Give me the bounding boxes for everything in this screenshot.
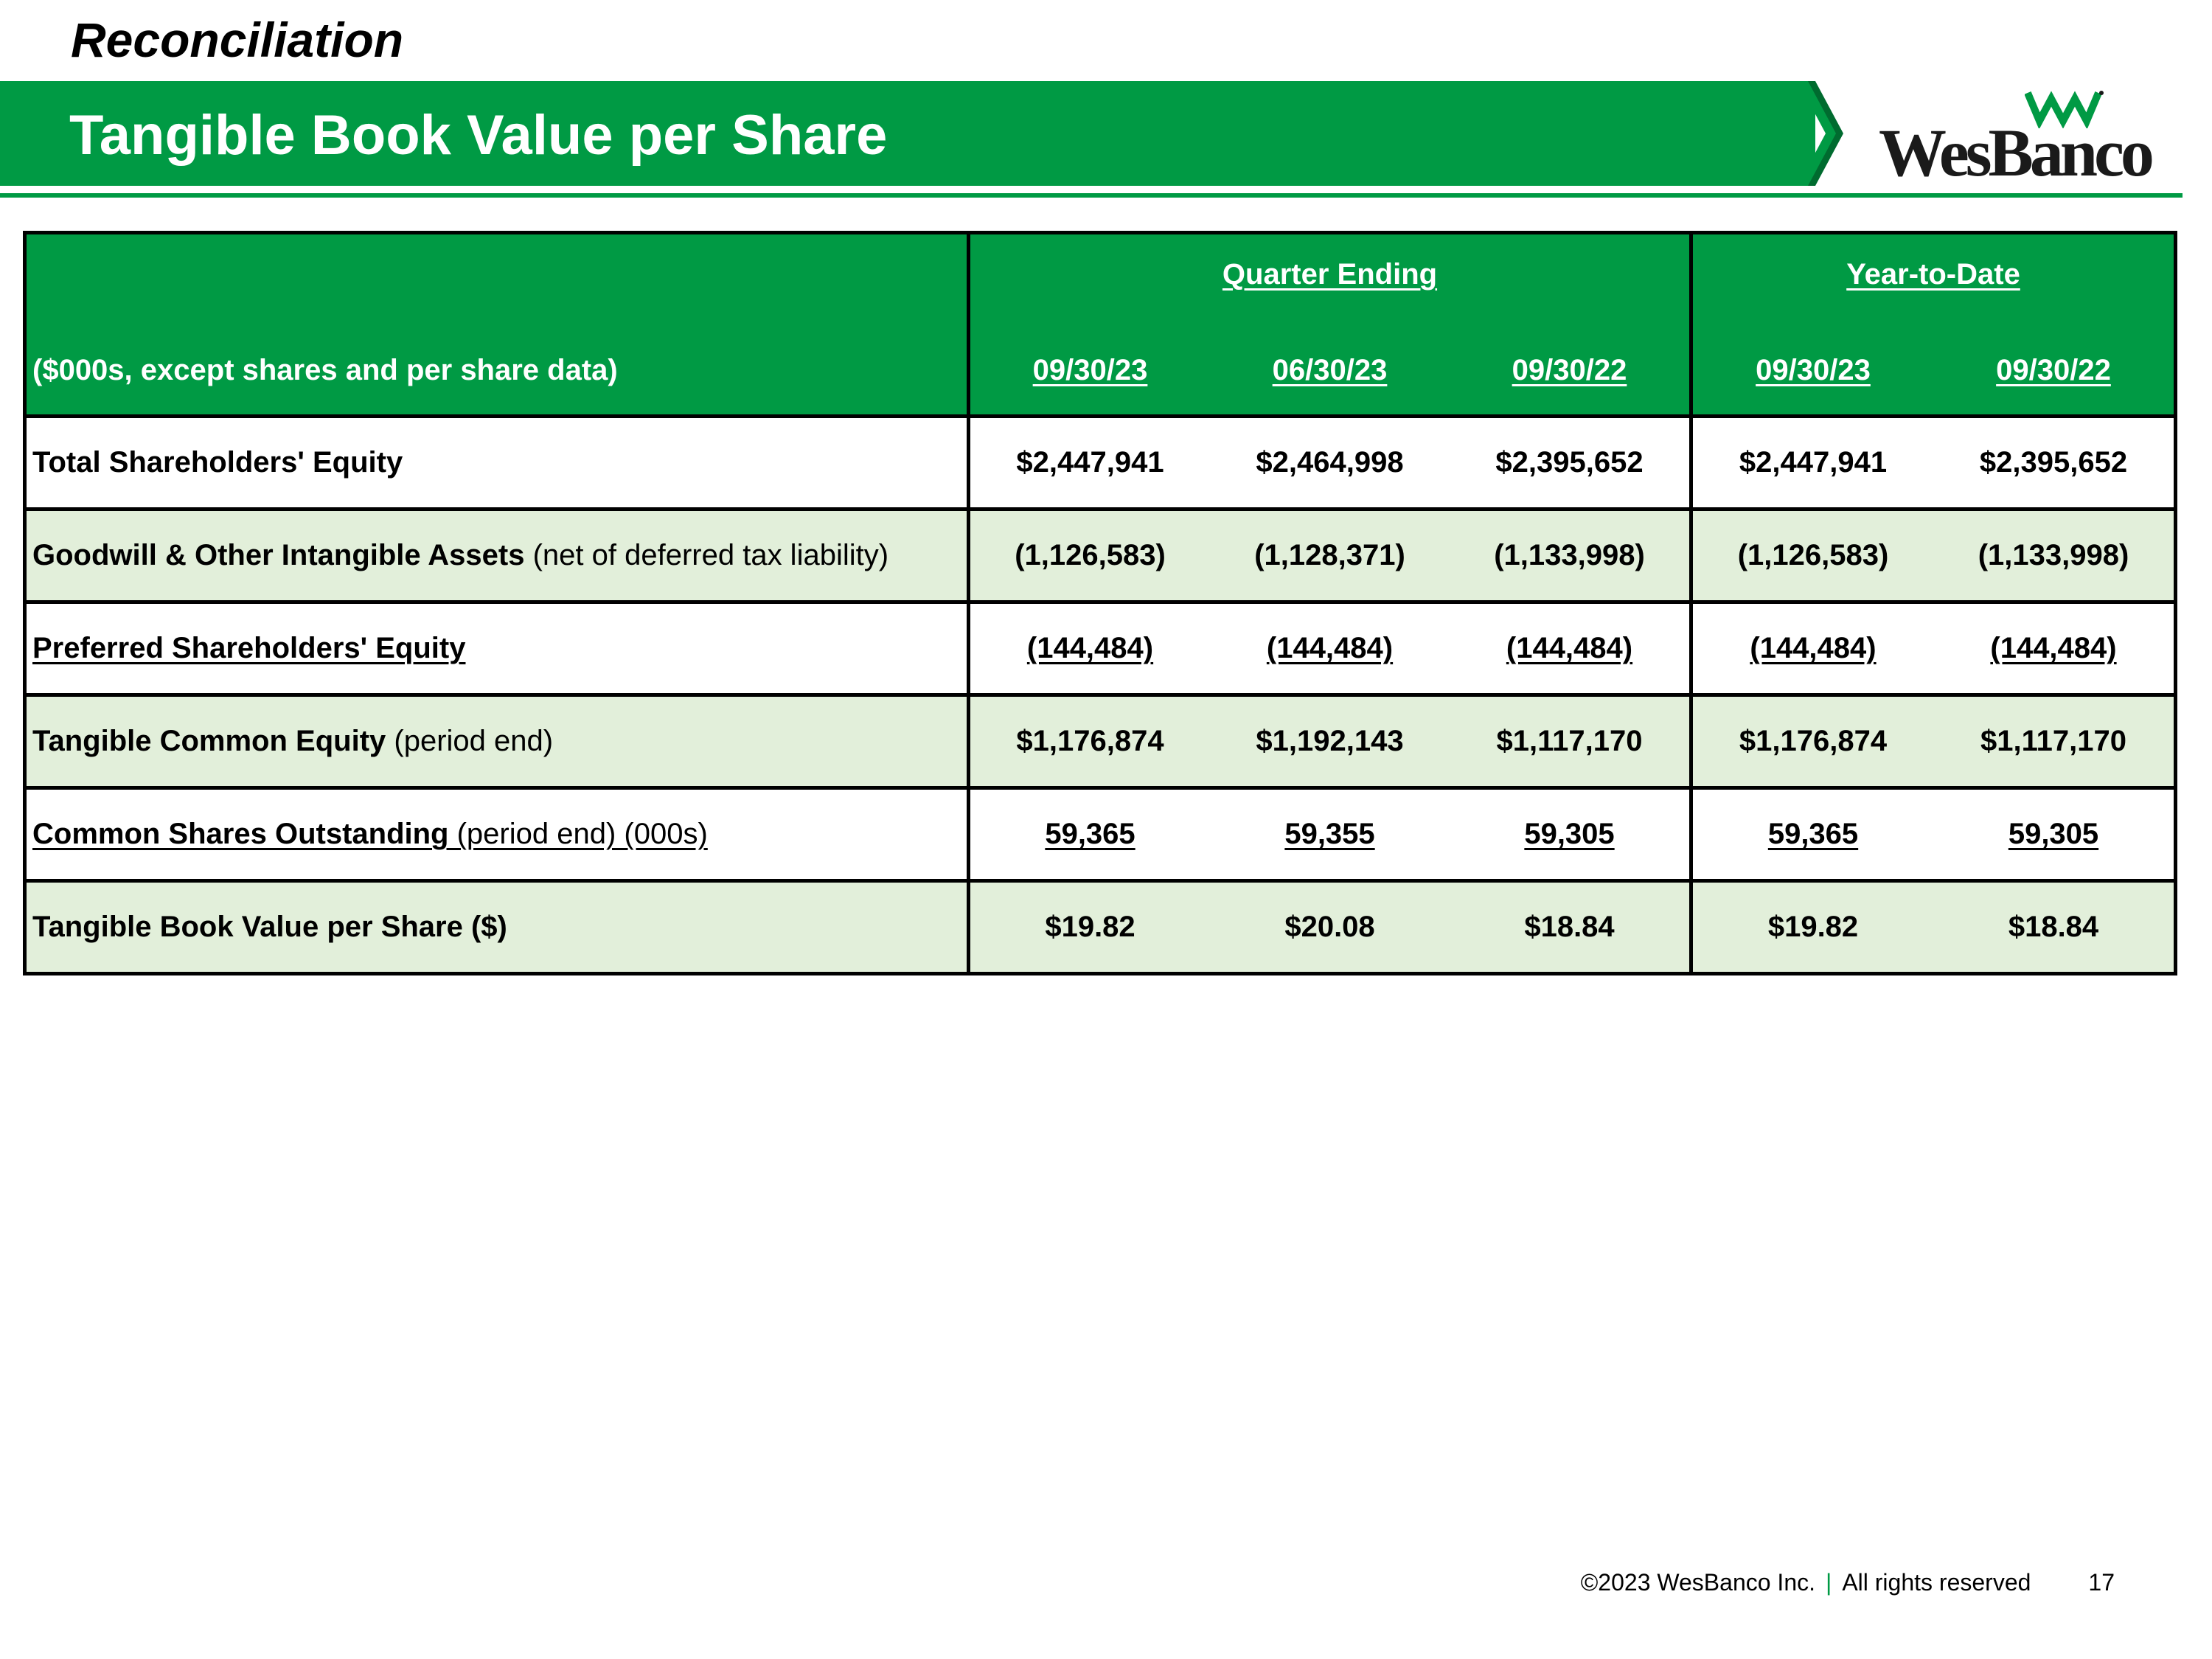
page-number: 17 <box>2088 1569 2115 1596</box>
value-cell: 59,365 <box>1045 818 1135 850</box>
value-cell: $1,192,143 <box>1256 725 1404 757</box>
ytd-values-cell: $19.82 $18.84 <box>1689 879 2177 975</box>
value-cell: 59,305 <box>2008 818 2099 850</box>
row-qualifier: (period end) <box>386 725 554 757</box>
value-cell: (1,126,583) <box>1737 539 1889 571</box>
value-cell: $20.08 <box>1284 911 1375 943</box>
ytd-values-cell: 59,365 59,305 <box>1689 786 2177 883</box>
column-date: 09/30/23 <box>1032 354 1148 386</box>
value-cell: $1,117,170 <box>1496 725 1643 757</box>
logo-wordmark: WesBanco <box>1879 115 2154 190</box>
banner-underline <box>0 193 2183 198</box>
row-label: Tangible Book Value per Share ($) <box>32 911 507 943</box>
value-cell: $2,395,652 <box>1979 446 2128 479</box>
ytd-values-cell: (144,484) (144,484) <box>1689 600 2177 697</box>
table-header-row: ($000s, except shares and per share data… <box>23 231 2177 418</box>
footer-copyright: ©2023 WesBanco Inc. <box>1580 1569 1815 1596</box>
chevron-arrows-icon <box>1798 81 1843 186</box>
value-cell: (1,128,371) <box>1254 539 1405 571</box>
value-cell: (1,133,998) <box>1494 539 1645 571</box>
row-label: Preferred Shareholders' Equity <box>32 632 466 664</box>
units-label: ($000s, except shares and per share data… <box>32 354 618 386</box>
value-cell: $18.84 <box>2008 911 2099 943</box>
table-row: Tangible Common Equity (period end) $1,17… <box>23 693 2177 790</box>
table-row: Common Shares Outstanding (period end) (… <box>23 786 2177 883</box>
header-quarter-cell: Quarter Ending 09/30/23 06/30/23 09/30/2… <box>967 231 1693 418</box>
value-cell: (1,126,583) <box>1015 539 1166 571</box>
column-date: 09/30/22 <box>1996 354 2111 386</box>
row-label-cell: Preferred Shareholders' Equity <box>23 600 970 697</box>
wesbanco-w-icon <box>2025 91 2104 128</box>
row-label: Goodwill & Other Intangible Assets <box>32 539 525 571</box>
value-cell: $1,176,874 <box>1016 725 1164 757</box>
row-label: Total Shareholders' Equity <box>32 446 403 479</box>
value-cell: $2,447,941 <box>1739 446 1888 479</box>
value-cell: $2,464,998 <box>1256 446 1404 479</box>
footer-rights: All rights reserved <box>1842 1569 2031 1596</box>
row-qualifier: (net of deferred tax liability) <box>524 539 889 571</box>
column-date: 09/30/23 <box>1756 354 1871 386</box>
row-label-cell: Common Shares Outstanding (period end) (… <box>23 786 970 883</box>
value-cell: (144,484) <box>1026 632 1154 664</box>
row-label-cell: Tangible Book Value per Share ($) <box>23 879 970 975</box>
quarter-values-cell: $19.82 $20.08 $18.84 <box>967 879 1693 975</box>
value-cell: 59,365 <box>1767 818 1859 850</box>
value-cell: (144,484) <box>1506 632 1633 664</box>
row-label-cell: Tangible Common Equity (period end) <box>23 693 970 790</box>
row-label: Tangible Common Equity <box>32 725 386 757</box>
ytd-values-cell: (1,126,583) (1,133,998) <box>1689 507 2177 604</box>
value-cell: $19.82 <box>1767 911 1859 943</box>
value-cell: (144,484) <box>1750 632 1877 664</box>
section-kicker: Reconciliation <box>71 13 404 67</box>
page-title: Tangible Book Value per Share <box>69 104 888 167</box>
wesbanco-logo: WesBanco <box>1879 86 2154 190</box>
value-cell: $2,447,941 <box>1016 446 1164 479</box>
quarter-values-cell: 59,365 59,355 59,305 <box>967 786 1693 883</box>
quarter-values-cell: $1,176,874 $1,192,143 $1,117,170 <box>967 693 1693 790</box>
header-label-cell: ($000s, except shares and per share data… <box>23 231 970 418</box>
value-cell: $1,176,874 <box>1739 725 1888 757</box>
table-row: Tangible Book Value per Share ($) $19.82 $… <box>23 879 2177 975</box>
ytd-values-cell: $1,176,874 $1,117,170 <box>1689 693 2177 790</box>
table-row: Goodwill & Other Intangible Assets (net … <box>23 507 2177 604</box>
footer-separator: | <box>1826 1569 1832 1596</box>
value-cell: $1,117,170 <box>1980 725 2126 757</box>
quarter-values-cell: $2,447,941 $2,464,998 $2,395,652 <box>967 414 1693 511</box>
value-cell: (144,484) <box>1990 632 2117 664</box>
row-qualifier: (period end) (000s) <box>448 818 708 850</box>
table-row: Total Shareholders' Equity $2,447,941 $2,4… <box>23 414 2177 511</box>
value-cell: (1,133,998) <box>1978 539 2129 571</box>
value-cell: 59,355 <box>1284 818 1375 850</box>
quarter-values-cell: (1,126,583) (1,128,371) (1,133,998) <box>967 507 1693 604</box>
title-banner <box>0 81 1815 186</box>
column-date: 09/30/22 <box>1512 354 1627 386</box>
group-label-quarter: Quarter Ending <box>1222 258 1438 291</box>
column-date: 06/30/23 <box>1272 354 1388 386</box>
value-cell: $2,395,652 <box>1495 446 1644 479</box>
reconciliation-table: ($000s, except shares and per share data… <box>23 231 2177 975</box>
header-ytd-cell: Year-to-Date 09/30/23 09/30/22 <box>1689 231 2177 418</box>
row-label-cell: Goodwill & Other Intangible Assets (net … <box>23 507 970 604</box>
row-label-cell: Total Shareholders' Equity <box>23 414 970 511</box>
value-cell: $18.84 <box>1524 911 1615 943</box>
value-cell: $19.82 <box>1045 911 1135 943</box>
value-cell: 59,305 <box>1524 818 1615 850</box>
group-label-ytd: Year-to-Date <box>1846 258 2020 291</box>
quarter-values-cell: (144,484) (144,484) (144,484) <box>967 600 1693 697</box>
footer: ©2023 WesBanco Inc. | All rights reserved 1… <box>1581 1569 2115 1596</box>
ytd-values-cell: $2,447,941 $2,395,652 <box>1689 414 2177 511</box>
value-cell: (144,484) <box>1266 632 1394 664</box>
row-label: Common Shares Outstanding <box>32 818 449 850</box>
table-row: Preferred Shareholders' Equity (144,484)(… <box>23 600 2177 697</box>
